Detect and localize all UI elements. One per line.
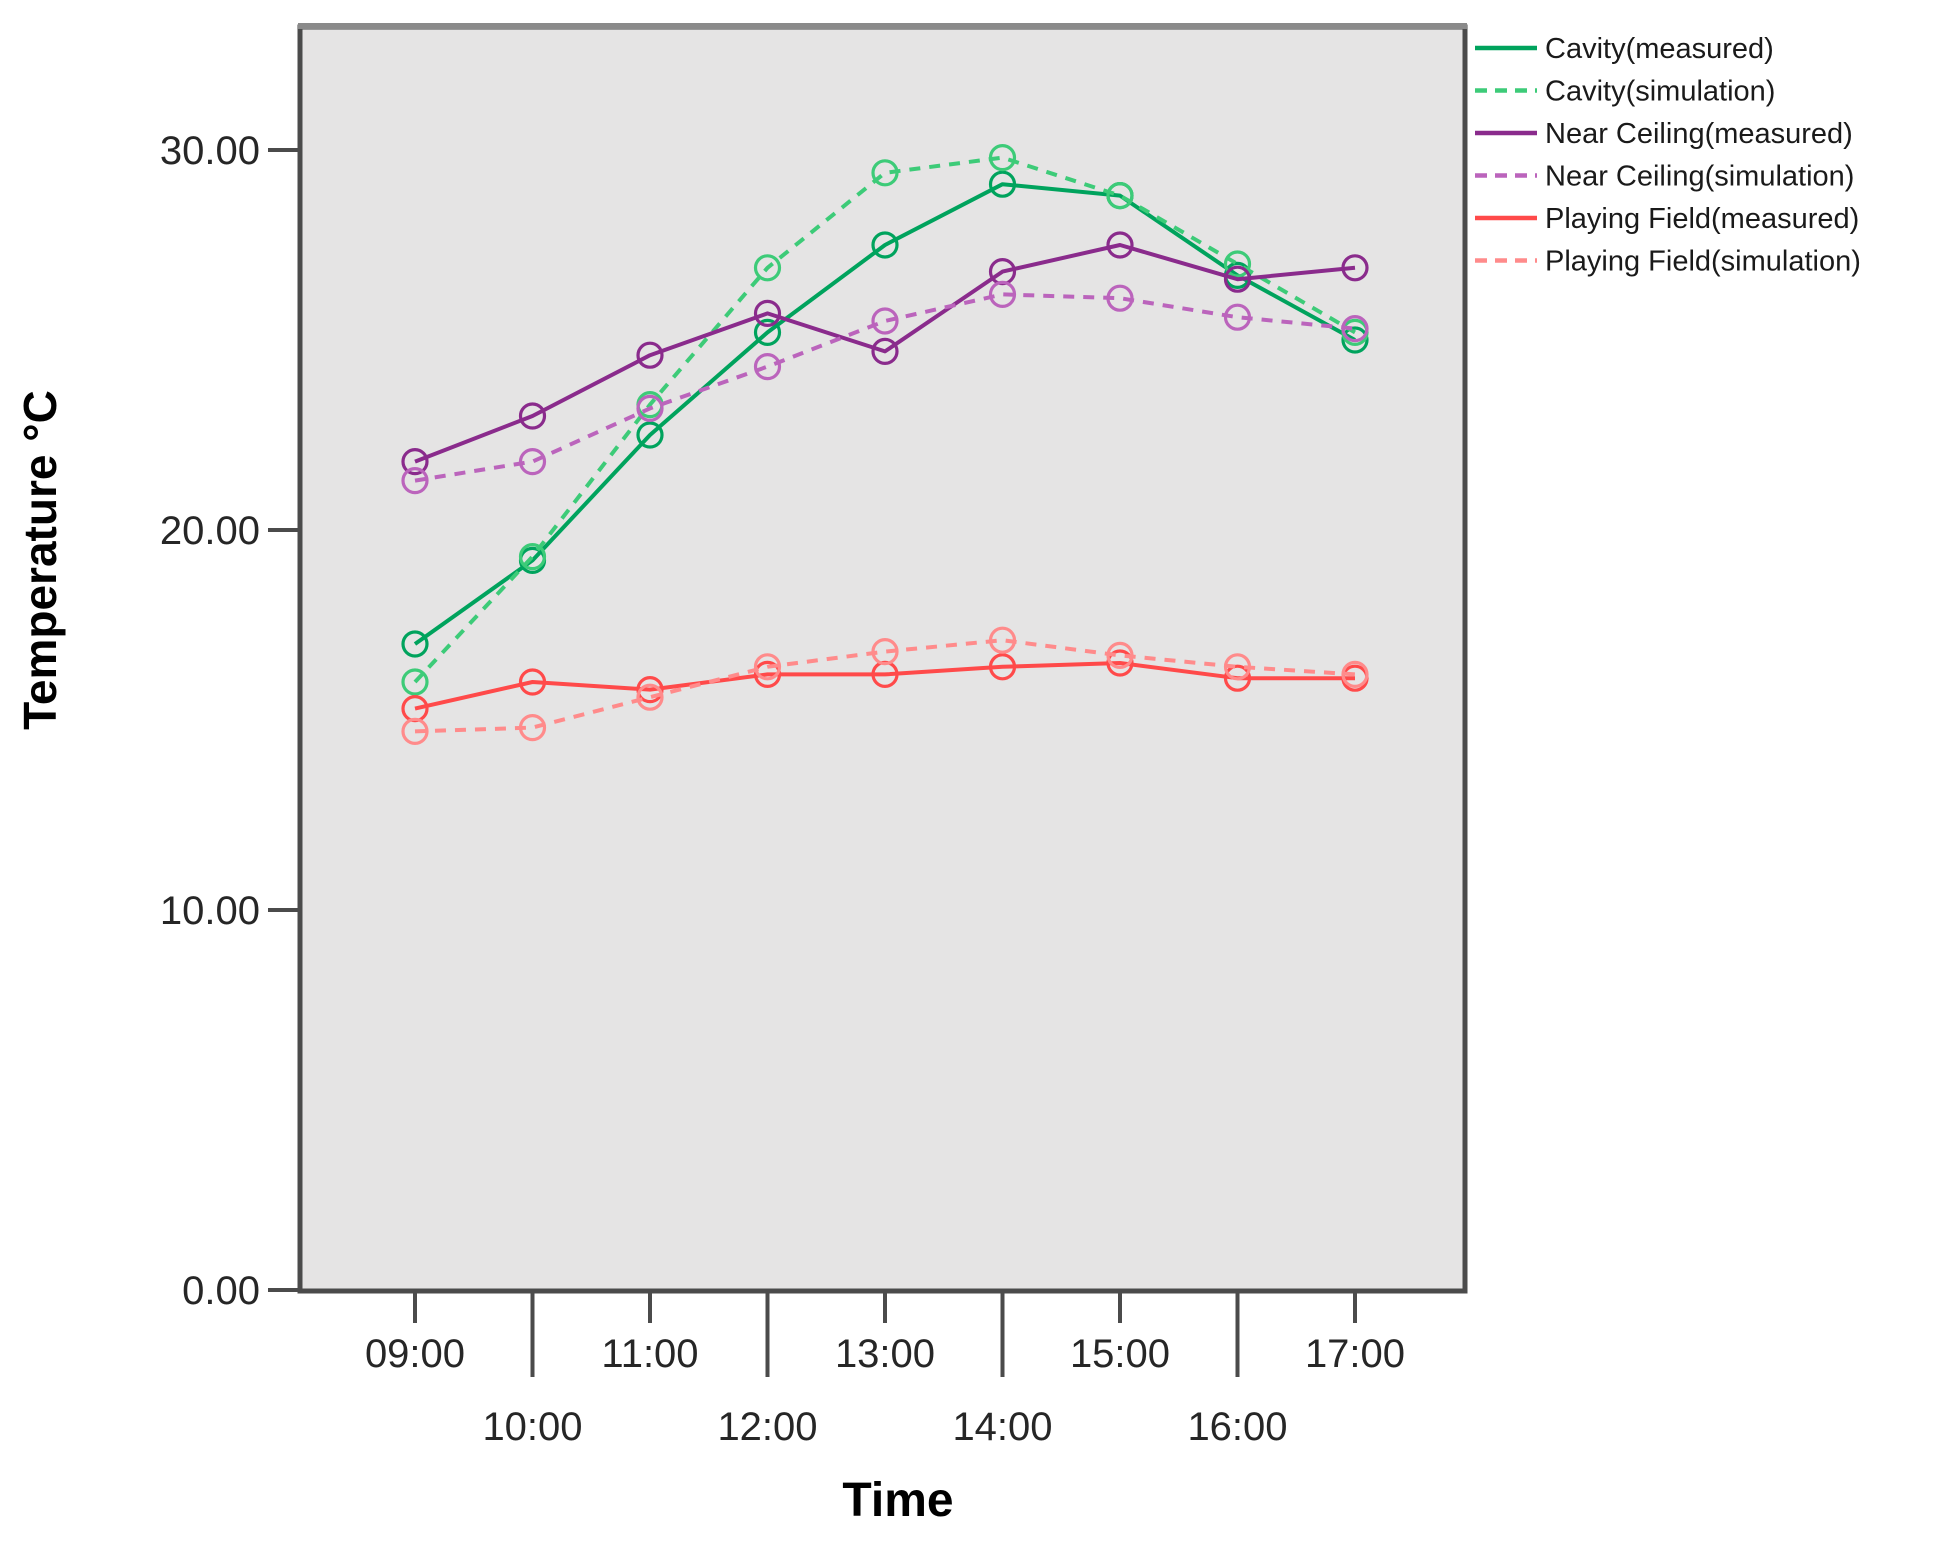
legend-label: Near Ceiling(measured) <box>1545 118 1853 150</box>
x-tick-label: 12:00 <box>717 1405 817 1449</box>
x-axis-title: Time <box>842 1474 953 1527</box>
data-point <box>518 448 547 476</box>
data-point <box>401 630 429 658</box>
legend-label: Cavity(measured) <box>1545 33 1774 65</box>
data-point <box>518 668 547 696</box>
y-tick-label: 10.00 <box>160 889 260 933</box>
series-line-5 <box>414 661 1355 711</box>
legend-label: Cavity(simulation) <box>1545 76 1775 108</box>
data-point <box>753 318 782 346</box>
data-point <box>401 717 429 746</box>
legend-label: Near Ceiling(simulation) <box>1545 161 1854 193</box>
plot-background <box>300 27 1465 1291</box>
x-tick-label: 16:00 <box>1187 1405 1287 1449</box>
series-line-3 <box>414 243 1356 464</box>
data-point <box>1223 653 1252 681</box>
data-point <box>1223 303 1252 331</box>
data-point <box>401 448 429 476</box>
y-tick-label: 30.00 <box>160 129 260 173</box>
x-tick-label: 15:00 <box>1070 1332 1170 1376</box>
series-line-2 <box>413 155 1357 684</box>
data-point <box>636 421 664 449</box>
data-point <box>518 713 547 742</box>
data-point <box>753 653 782 681</box>
data-point <box>1223 250 1252 278</box>
data-point <box>636 683 664 711</box>
data-point <box>1223 664 1252 692</box>
data-point <box>1106 649 1134 677</box>
data-point <box>988 144 1017 172</box>
y-tick-label: 0.00 <box>182 1269 260 1313</box>
data-point <box>988 170 1017 198</box>
data-point <box>988 653 1017 681</box>
series-line-1 <box>413 182 1356 646</box>
data-point <box>871 231 899 259</box>
y-tick-label: 20.00 <box>160 509 260 553</box>
data-point <box>753 660 782 689</box>
data-point <box>1341 326 1369 354</box>
data-point <box>1341 254 1369 282</box>
data-point <box>401 668 429 696</box>
data-point <box>636 341 664 369</box>
legend-label: Playing Field(measured) <box>1545 203 1859 235</box>
series-line-4 <box>414 292 1356 483</box>
x-tick-label: 09:00 <box>365 1332 465 1376</box>
legend-label: Playing Field(simulation) <box>1545 246 1861 278</box>
data-point <box>1106 641 1134 670</box>
data-point <box>988 280 1017 308</box>
x-tick-label: 10:00 <box>482 1405 582 1449</box>
data-point <box>636 394 664 422</box>
data-point <box>871 159 899 187</box>
data-point <box>636 675 664 704</box>
data-point <box>518 402 547 430</box>
x-tick-label: 11:00 <box>601 1332 698 1376</box>
data-point <box>753 353 782 381</box>
data-point <box>401 467 429 495</box>
y-axis-title: Temperature °C <box>14 390 66 730</box>
data-point <box>871 637 899 666</box>
data-point <box>1341 660 1369 689</box>
data-point <box>753 299 782 327</box>
data-point <box>1106 231 1134 259</box>
data-point <box>1223 265 1252 293</box>
x-tick-label: 14:00 <box>952 1405 1052 1449</box>
data-point <box>1341 315 1369 343</box>
x-tick-label: 17:00 <box>1305 1332 1405 1376</box>
data-point <box>518 542 547 571</box>
data-point <box>753 254 782 282</box>
data-point <box>871 337 899 365</box>
data-point <box>988 626 1017 654</box>
x-tick-label: 13:00 <box>835 1332 935 1376</box>
data-point <box>1106 284 1134 312</box>
data-point <box>871 307 899 335</box>
data-point <box>1106 182 1134 210</box>
